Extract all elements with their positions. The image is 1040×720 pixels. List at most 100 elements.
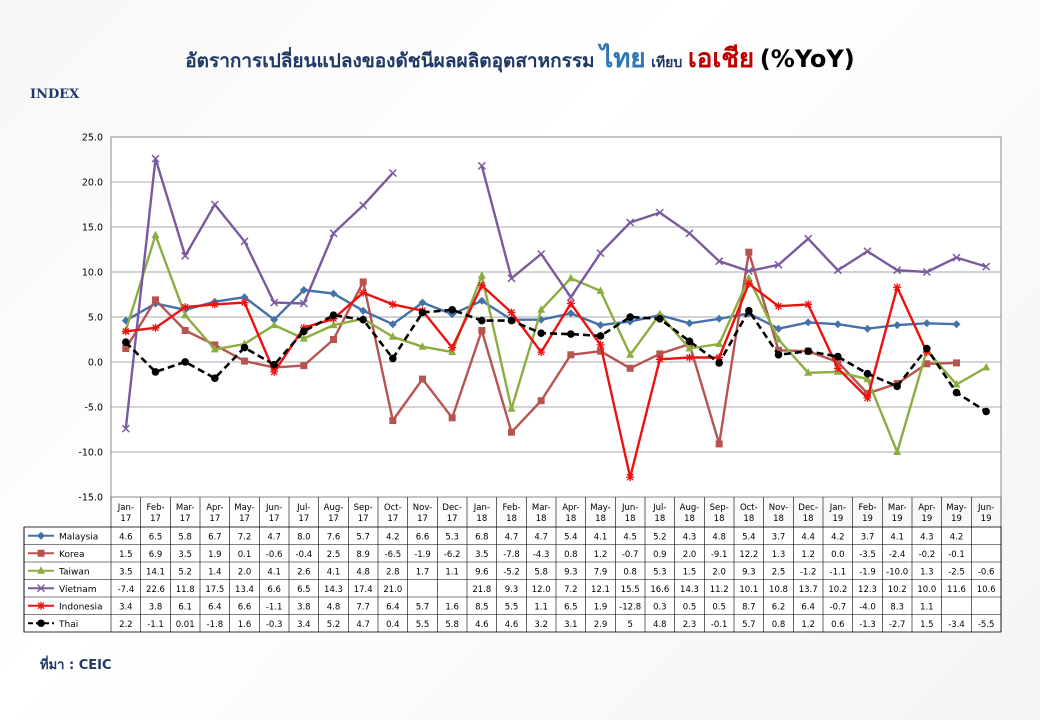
table-cell: -1.1 xyxy=(830,567,847,577)
table-cell: 1.3 xyxy=(772,550,786,560)
data-point xyxy=(121,327,130,336)
data-point xyxy=(655,355,664,364)
series-vietnam xyxy=(121,154,991,433)
x-tick-label: Apr-19 xyxy=(918,503,935,524)
data-point xyxy=(685,344,694,352)
data-point xyxy=(982,362,991,371)
data-point xyxy=(241,357,248,365)
data-point xyxy=(744,279,753,288)
table-cell: 3.5 xyxy=(119,567,133,577)
table-cell: 7.9 xyxy=(594,567,608,577)
table-cell: 12.1 xyxy=(591,585,610,595)
table-cell: 6.8 xyxy=(475,532,489,542)
table-cell: 1.5 xyxy=(119,550,133,560)
table-cell: 5.4 xyxy=(564,532,578,542)
x-tick-label: Jan-18 xyxy=(473,503,490,524)
table-cell: 7.6 xyxy=(327,532,341,542)
data-point xyxy=(537,397,545,405)
table-cell: 5 xyxy=(627,620,632,630)
data-point xyxy=(210,300,219,309)
data-point xyxy=(388,300,397,309)
table-cell: 6.4 xyxy=(801,602,815,612)
table-cell: -10.0 xyxy=(886,567,908,577)
data-point xyxy=(477,296,486,305)
data-point xyxy=(299,299,308,308)
data-point xyxy=(270,320,279,329)
x-tick-label: Nov-18 xyxy=(769,503,788,524)
data-point xyxy=(685,337,694,346)
table-cell: 4.7 xyxy=(356,620,370,630)
table-cell: 3.4 xyxy=(119,602,133,612)
table-cell: 4.7 xyxy=(534,532,548,542)
data-point xyxy=(744,273,753,282)
table-cell: 1.5 xyxy=(920,620,934,630)
table-cell: 5.2 xyxy=(327,620,341,630)
table-series-name: Vietnam xyxy=(59,585,97,595)
data-point xyxy=(329,311,338,320)
table-cell: 4.6 xyxy=(475,620,489,630)
data-point xyxy=(833,266,842,275)
x-tick-label: Jun-17 xyxy=(265,503,282,524)
data-point xyxy=(478,327,486,334)
table-cell: 5.8 xyxy=(534,567,548,577)
data-point xyxy=(774,324,783,333)
table-cell: -2.7 xyxy=(889,620,906,630)
title-part-main: อัตราการเปลี่ยนแปลงของดัชนีผลผลิตอุตสาหก… xyxy=(185,50,595,72)
data-point xyxy=(270,360,278,369)
data-point xyxy=(210,344,219,353)
data-point xyxy=(37,619,45,628)
table-cell: -9.1 xyxy=(711,550,728,560)
table-cell: 0.0 xyxy=(831,550,845,560)
table-cell: 15.5 xyxy=(621,585,640,595)
series-line xyxy=(124,308,987,413)
data-point xyxy=(893,382,901,391)
data-point xyxy=(567,330,575,338)
table-legend-thai: Thai xyxy=(28,619,78,630)
table-cell: -5.2 xyxy=(503,567,520,577)
data-point xyxy=(240,298,249,307)
table-cell: 22.6 xyxy=(146,585,165,595)
table-cell: 3.1 xyxy=(564,620,578,630)
table-cell: 9.3 xyxy=(564,567,578,577)
table-cell: 6.1 xyxy=(178,602,192,612)
table-cell: 3.5 xyxy=(178,550,192,560)
table-cell: 8.9 xyxy=(356,550,370,560)
table-cell: 5.2 xyxy=(178,567,192,577)
data-point xyxy=(922,319,931,328)
table-cell: 8.5 xyxy=(475,602,489,612)
table-cell: 8.7 xyxy=(742,602,756,612)
data-point xyxy=(804,368,813,376)
data-point xyxy=(152,296,159,304)
data-point xyxy=(774,302,783,311)
table-cell: 5.5 xyxy=(505,602,519,612)
data-point xyxy=(37,531,45,540)
table-cell: 6.5 xyxy=(297,585,311,595)
data-point xyxy=(359,201,368,210)
table-cell: 4.3 xyxy=(920,532,934,542)
data-point xyxy=(774,260,783,269)
y-tick-label: -10.0 xyxy=(78,448,103,459)
table-cell: 1.5 xyxy=(683,567,697,577)
data-point xyxy=(656,350,664,358)
data-point xyxy=(330,336,337,343)
data-point xyxy=(299,334,308,342)
data-point xyxy=(596,321,605,330)
data-point xyxy=(507,404,516,412)
data-point xyxy=(151,323,160,332)
table-cell: 4.1 xyxy=(594,532,608,542)
data-point xyxy=(863,324,872,333)
table-cell: 2.0 xyxy=(683,550,697,560)
data-point xyxy=(596,332,605,340)
table-cell: 4.8 xyxy=(356,567,370,577)
table-cell: 14.1 xyxy=(146,567,165,577)
data-point xyxy=(834,358,842,366)
x-tick-label: Feb-19 xyxy=(858,503,876,524)
data-point xyxy=(270,315,279,324)
table-cell: 21.8 xyxy=(472,585,491,595)
data-point xyxy=(418,298,427,307)
series-line xyxy=(124,157,394,429)
table-cell: 0.6 xyxy=(831,620,845,630)
table-cell: 4.6 xyxy=(505,620,519,630)
data-point xyxy=(359,288,368,297)
